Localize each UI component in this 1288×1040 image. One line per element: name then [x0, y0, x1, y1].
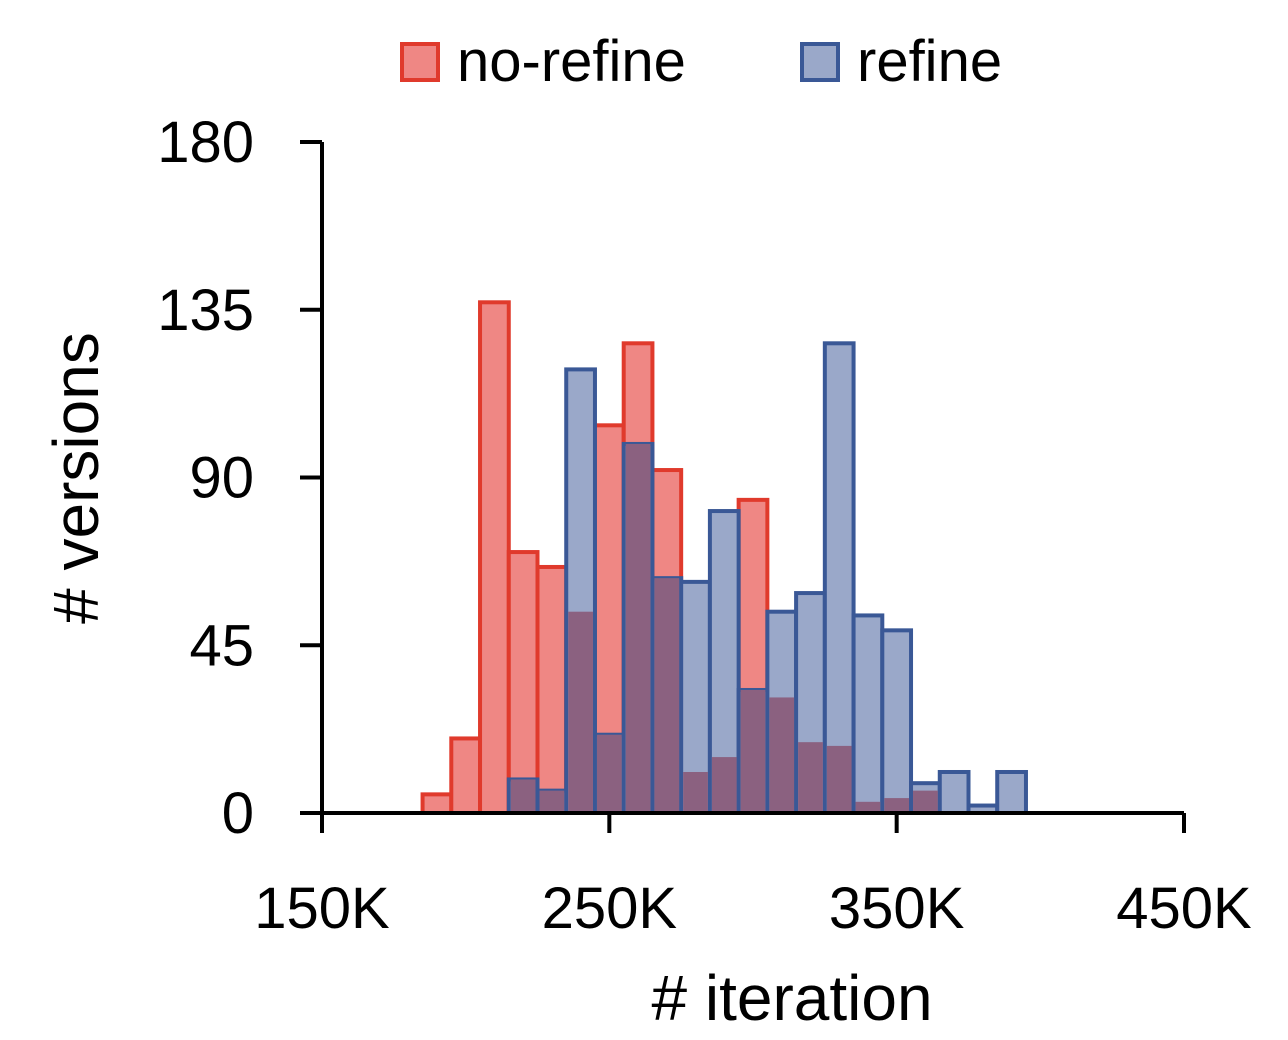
bar-refine [995, 769, 1028, 815]
bar-no-refine [420, 792, 454, 815]
bar-overlap [740, 689, 766, 813]
bar-no-refine [478, 300, 511, 815]
legend-swatch-refine [800, 42, 840, 82]
legend: no-refine refine [400, 29, 1002, 94]
bar-overlap [596, 734, 622, 813]
bar-refine [937, 769, 971, 815]
bar-overlap [826, 745, 852, 813]
bar-overlap [913, 790, 938, 813]
x-tick-label: 250K [542, 876, 678, 941]
bar-overlap [568, 611, 593, 813]
bar-overlap [798, 742, 823, 813]
bar-no-refine [449, 736, 483, 816]
bar-overlap [510, 779, 536, 813]
x-axis-ticks: 150K 250K 350K 450K [254, 813, 1252, 941]
legend-label-refine: refine [857, 29, 1002, 94]
x-axis-title: # iteration [651, 962, 932, 1034]
bar-overlap [884, 798, 910, 813]
series-overlap [510, 443, 938, 813]
y-tick-label: 180 [157, 110, 254, 175]
bar-overlap [769, 697, 795, 813]
y-axis-ticks: 0 45 90 135 180 [157, 110, 322, 846]
bar-refine [880, 628, 914, 815]
x-tick-label: 150K [254, 876, 390, 941]
bar-overlap [625, 443, 651, 813]
y-tick-label: 45 [189, 613, 254, 678]
y-axis-title: # versions [40, 332, 112, 624]
bar-no-refine [506, 550, 540, 815]
bar-overlap [654, 578, 680, 813]
bar-refine [851, 613, 885, 816]
bar-overlap [855, 801, 881, 813]
legend-swatch-no-refine [400, 42, 440, 82]
bar-overlap [711, 757, 737, 813]
y-tick-label: 0 [222, 781, 254, 846]
y-tick-label: 135 [157, 278, 254, 343]
bar-no-refine [535, 564, 569, 816]
legend-label-no-refine: no-refine [457, 29, 686, 94]
y-tick-label: 90 [189, 446, 254, 511]
x-tick-label: 450K [1116, 876, 1252, 941]
bar-refine [822, 341, 856, 815]
bar-overlap [683, 771, 708, 813]
bar-overlap [539, 790, 565, 813]
x-tick-label: 350K [829, 876, 965, 941]
